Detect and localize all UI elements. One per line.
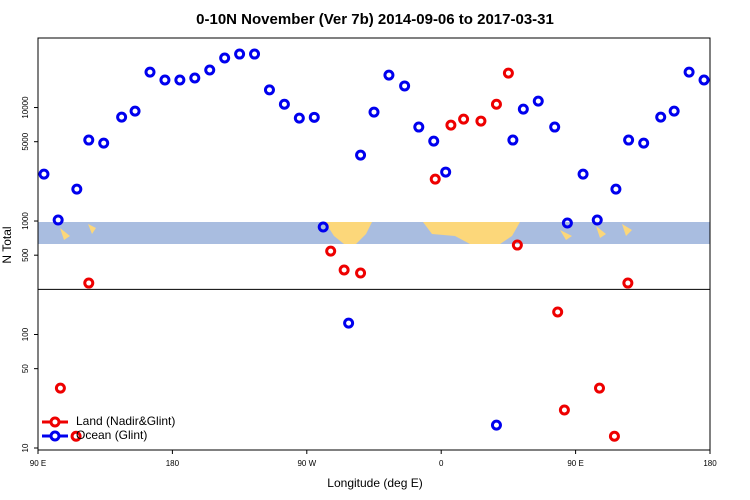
data-point — [355, 267, 367, 279]
y-tick-label: 1000 — [21, 212, 30, 230]
y-tick-label: 100 — [21, 327, 30, 341]
data-point — [189, 72, 201, 84]
y-tick-label: 10000 — [21, 96, 30, 119]
data-point — [70, 430, 82, 442]
legend-marker — [49, 416, 61, 428]
data-point — [638, 137, 650, 149]
data-point — [293, 112, 305, 124]
data-point — [116, 111, 128, 123]
legend-label: Land (Nadir&Glint) — [76, 414, 175, 428]
data-point — [517, 103, 529, 115]
x-tick-label: 90 E — [567, 459, 583, 468]
ocean-band — [38, 222, 710, 244]
data-point — [490, 419, 502, 431]
data-point — [558, 404, 570, 416]
data-point — [683, 66, 695, 78]
data-point — [343, 317, 355, 329]
data-point — [552, 306, 564, 318]
data-point — [608, 430, 620, 442]
data-point — [317, 221, 329, 233]
plot-frame — [37, 37, 711, 451]
data-point — [204, 64, 216, 76]
chart-title: 0-10N November (Ver 7b) 2014-09-06 to 20… — [196, 11, 554, 28]
data-point — [668, 105, 680, 117]
data-point — [38, 168, 50, 180]
legend-label: Ocean (Glint) — [76, 428, 147, 442]
data-point — [577, 168, 589, 180]
data-point — [622, 277, 634, 289]
data-point — [263, 84, 275, 96]
data-point — [413, 121, 425, 133]
data-point — [159, 74, 171, 86]
x-tick-label: 0 — [439, 459, 444, 468]
legend-marker — [49, 430, 61, 442]
data-point — [610, 183, 622, 195]
data-point — [428, 135, 440, 147]
data-point — [475, 115, 487, 127]
x-tick-label: 90 E — [30, 459, 46, 468]
data-point — [507, 134, 519, 146]
data-point — [623, 134, 635, 146]
data-point — [591, 214, 603, 226]
data-point — [698, 74, 710, 86]
data-point — [655, 111, 667, 123]
data-point — [129, 105, 141, 117]
data-point — [355, 149, 367, 161]
y-tick-label: 500 — [21, 248, 30, 262]
data-point — [445, 119, 457, 131]
data-point — [144, 66, 156, 78]
data-point — [83, 277, 95, 289]
data-point — [71, 183, 83, 195]
data-point — [308, 111, 320, 123]
data-point — [249, 48, 261, 60]
data-point — [368, 106, 380, 118]
land-shape — [423, 222, 520, 244]
y-tick-label: 5000 — [21, 132, 30, 150]
y-tick-label: 50 — [21, 364, 30, 373]
data-point — [458, 113, 470, 125]
data-point — [511, 239, 523, 251]
y-axis-label: N Total — [0, 226, 14, 263]
data-point — [383, 69, 395, 81]
data-point — [490, 98, 502, 110]
data-point — [502, 67, 514, 79]
data-point — [549, 121, 561, 133]
y-tick-label: 10 — [21, 443, 30, 452]
data-point — [52, 214, 64, 226]
x-tick-label: 90 W — [297, 459, 316, 468]
data-point — [325, 245, 337, 257]
data-point — [429, 173, 441, 185]
data-point — [440, 166, 452, 178]
land-shape — [325, 222, 372, 244]
x-tick-label: 180 — [703, 459, 717, 468]
x-tick-label: 180 — [166, 459, 180, 468]
data-point — [219, 52, 231, 64]
x-axis-label: Longitude (deg E) — [327, 476, 422, 490]
data-point — [561, 217, 573, 229]
data-point — [98, 137, 110, 149]
data-point — [338, 264, 350, 276]
data-point — [234, 48, 246, 60]
map-band — [38, 222, 710, 244]
data-point — [83, 134, 95, 146]
data-point — [174, 74, 186, 86]
data-point — [593, 382, 605, 394]
data-point — [54, 382, 66, 394]
data-point — [532, 95, 544, 107]
data-point — [278, 98, 290, 110]
data-point — [399, 80, 411, 92]
